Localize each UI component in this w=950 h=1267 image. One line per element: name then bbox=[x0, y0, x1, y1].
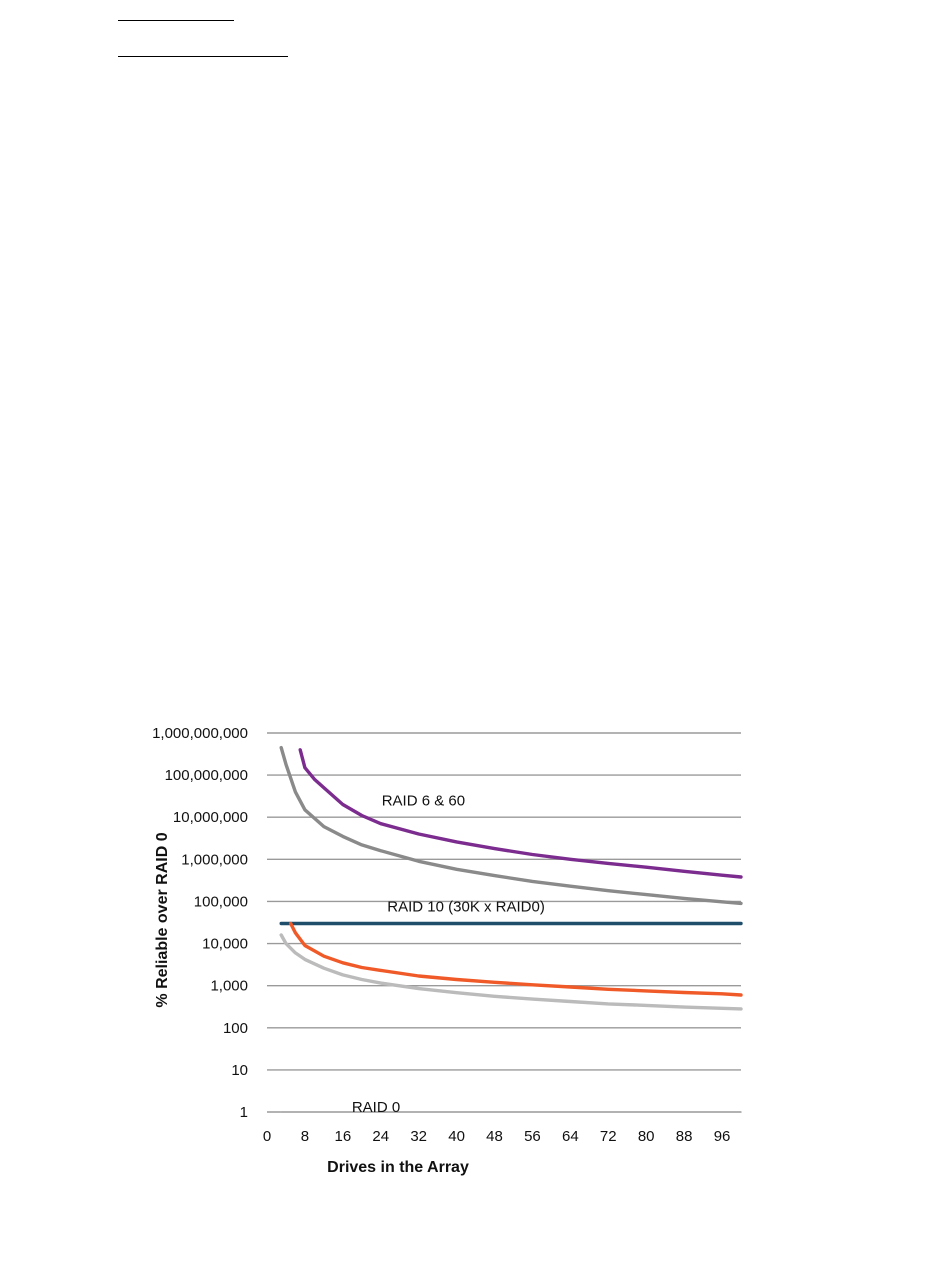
series-line-2 bbox=[279, 745, 743, 906]
series-line-1 bbox=[298, 748, 743, 879]
x-tick-label: 48 bbox=[486, 1128, 503, 1145]
x-tick-label: 16 bbox=[334, 1128, 351, 1145]
y-tick-label: 1 bbox=[240, 1104, 248, 1121]
y-tick-label: 100 bbox=[223, 1020, 248, 1037]
x-tick-label: 40 bbox=[448, 1128, 465, 1145]
x-tick-label: 96 bbox=[714, 1128, 731, 1145]
x-tick-label: 32 bbox=[410, 1128, 427, 1145]
y-tick-label: 100,000,000 bbox=[165, 767, 248, 784]
x-tick-label: 8 bbox=[301, 1128, 309, 1145]
y-tick-label: 1,000,000 bbox=[181, 851, 248, 868]
x-tick-label: 80 bbox=[638, 1128, 655, 1145]
x-tick-label: 88 bbox=[676, 1128, 693, 1145]
header-rule-short bbox=[118, 20, 234, 21]
y-tick-label: 10,000,000 bbox=[173, 809, 248, 826]
x-axis-label: Drives in the Array bbox=[327, 1159, 469, 1176]
y-tick-label: 10 bbox=[231, 1062, 248, 1079]
series-line-4 bbox=[289, 921, 743, 997]
annotation-label: RAID 10 (30K x RAID0) bbox=[387, 899, 545, 916]
series-line-5 bbox=[279, 933, 743, 1011]
annotations: RAID 6 & 60 RAID 10 (30K x RAID0) RAID 0 bbox=[352, 792, 545, 1116]
y-axis-label: % Reliable over RAID 0 bbox=[154, 832, 171, 1007]
x-tick-label: 24 bbox=[372, 1128, 389, 1145]
annotation-label: RAID 0 bbox=[352, 1099, 400, 1116]
y-tick-label: 1,000 bbox=[210, 978, 248, 995]
x-tick-label: 72 bbox=[600, 1128, 617, 1145]
annotation-label: RAID 6 & 60 bbox=[382, 792, 465, 809]
y-tick-labels: 1 10 100 1,000 10,000 100,000 1,000,000 10,000,… bbox=[152, 725, 248, 1121]
header-rule-long bbox=[118, 56, 288, 57]
y-tick-label: 1,000,000,000 bbox=[152, 725, 248, 742]
x-tick-labels: 0 8 16 24 32 40 48 56 64 72 80 88 96 bbox=[263, 1128, 731, 1145]
y-tick-label: 10,000 bbox=[202, 936, 248, 953]
y-tick-label: 100,000 bbox=[194, 893, 248, 910]
x-tick-label: 56 bbox=[524, 1128, 541, 1145]
x-tick-label: 0 bbox=[263, 1128, 271, 1145]
series-lines bbox=[279, 745, 743, 1113]
x-tick-label: 64 bbox=[562, 1128, 579, 1145]
